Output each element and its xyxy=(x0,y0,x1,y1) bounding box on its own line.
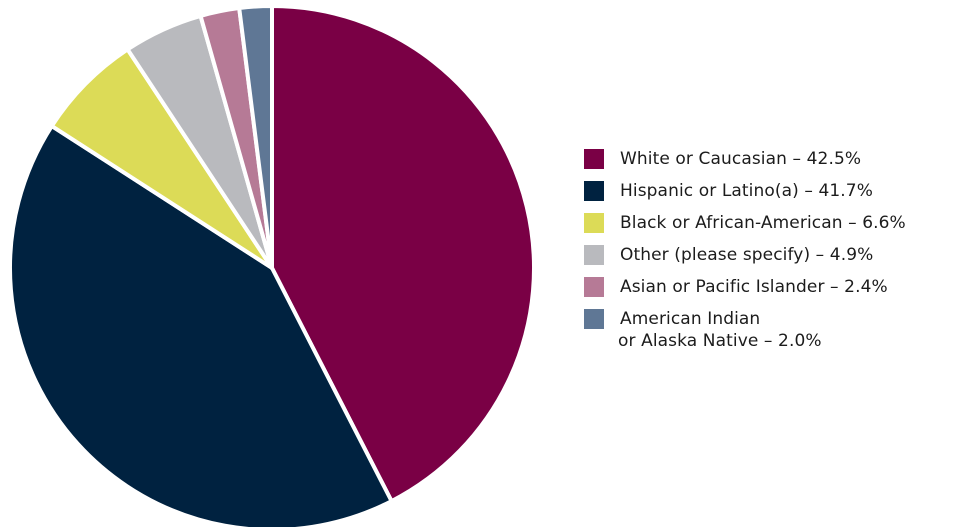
legend-swatch-white xyxy=(584,149,604,169)
legend-item-american-indian: American Indian or Alaska Native – 2.0% xyxy=(584,308,976,352)
legend-item-asian: Asian or Pacific Islander – 2.4% xyxy=(584,276,976,308)
chart-legend: White or Caucasian – 42.5% Hispanic or L… xyxy=(584,148,976,352)
legend-swatch-american-indian xyxy=(584,309,604,329)
legend-label-black: Black or African-American – 6.6% xyxy=(620,213,906,233)
pie-slice-american-indian xyxy=(237,4,274,270)
legend-label-hispanic: Hispanic or Latino(a) – 41.7% xyxy=(620,181,873,201)
legend-item-black: Black or African-American – 6.6% xyxy=(584,212,976,244)
legend-label-other: Other (please specify) – 4.9% xyxy=(620,245,874,265)
legend-label-white: White or Caucasian – 42.5% xyxy=(620,149,862,169)
pie-slice-black xyxy=(49,47,274,270)
legend-item-white: White or Caucasian – 42.5% xyxy=(584,148,976,180)
legend-label-asian: Asian or Pacific Islander – 2.4% xyxy=(620,277,888,297)
legend-item-hispanic: Hispanic or Latino(a) – 41.7% xyxy=(584,180,976,212)
legend-swatch-asian xyxy=(584,277,604,297)
legend-label-american-indian-line2: or Alaska Native – 2.0% xyxy=(618,331,822,351)
pie-slice-white xyxy=(270,4,536,504)
pie-chart xyxy=(8,4,536,527)
legend-label-american-indian-line1: American Indian xyxy=(620,309,761,329)
legend-swatch-hispanic xyxy=(584,181,604,201)
legend-label-american-indian: American Indian or Alaska Native – 2.0% xyxy=(618,308,822,352)
legend-swatch-other xyxy=(584,245,604,265)
legend-swatch-black xyxy=(584,213,604,233)
legend-item-other: Other (please specify) – 4.9% xyxy=(584,244,976,276)
pie-slice-hispanic xyxy=(8,124,394,527)
